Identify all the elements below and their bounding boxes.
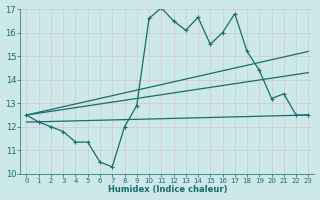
X-axis label: Humidex (Indice chaleur): Humidex (Indice chaleur)	[108, 185, 227, 194]
